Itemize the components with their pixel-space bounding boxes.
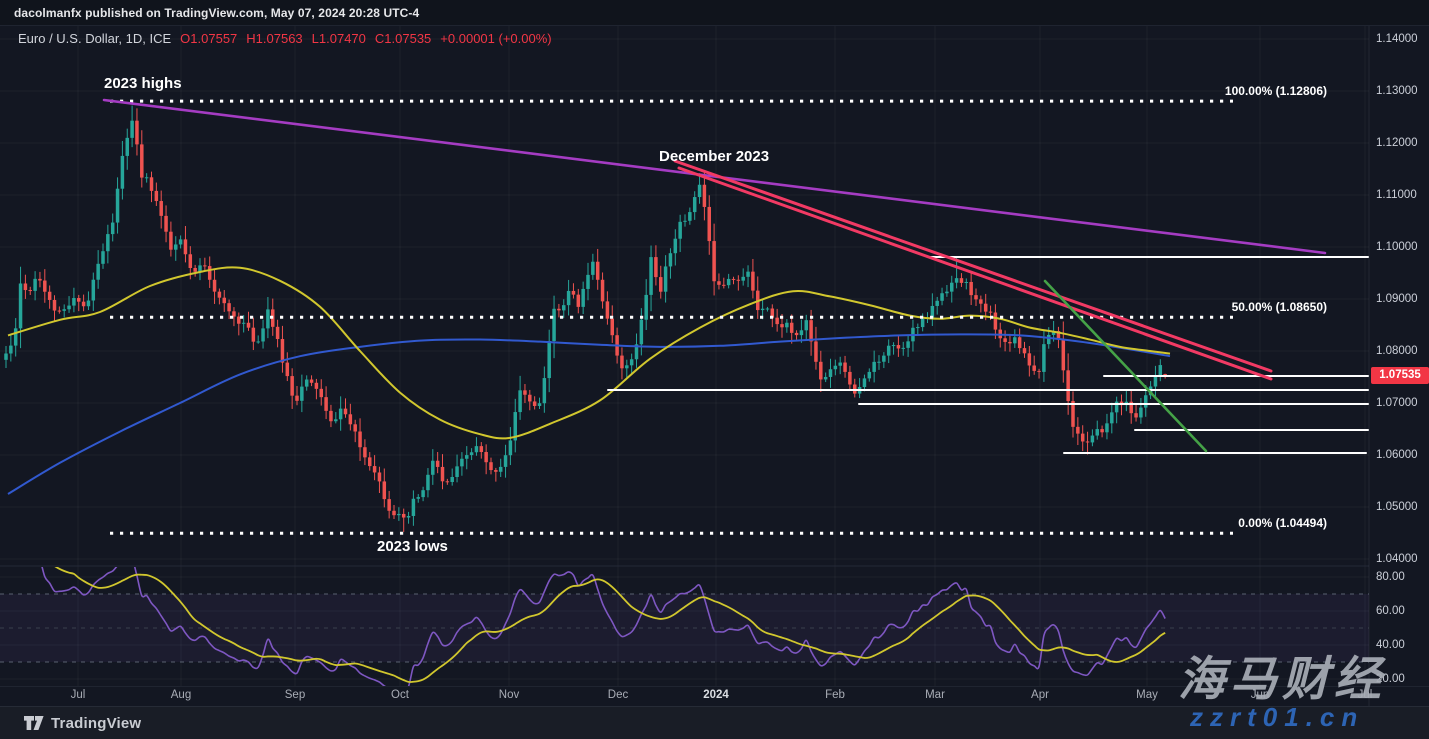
fib-label-100pct: 100.00% (1.12806) (1224, 84, 1327, 98)
time-axis-label: Apr (1031, 689, 1049, 701)
time-axis-label: Sep (284, 689, 306, 701)
time-axis-label: 2024 (703, 689, 729, 701)
ohlc-open: O1.07557 (180, 31, 238, 46)
time-axis-label: May (1136, 689, 1158, 701)
fib-label-50pct: 50.00% (1.08650) (1231, 300, 1327, 314)
footer-bar: TradingView (0, 706, 1429, 739)
price-axis-label: 1.09000 (1376, 293, 1418, 305)
time-axis-label: Aug (170, 689, 192, 701)
watermark-site-url: zzrt01.cn (1190, 702, 1365, 732)
rsi-axis-label: 80.00 (1376, 571, 1405, 583)
price-axis-label: 1.13000 (1376, 85, 1418, 97)
time-axis-strip (0, 686, 1429, 707)
annotation-2023-highs: 2023 highs (104, 75, 182, 92)
time-axis-label: Jun (1250, 689, 1270, 701)
price-axis-label: 1.10000 (1376, 241, 1418, 253)
watermark-cjk: 海马财经 (1178, 652, 1386, 705)
tradingview-logo-icon (24, 716, 44, 730)
time-axis-label: Dec (607, 689, 629, 701)
publish-topbar: dacolmanfx published on TradingView.com,… (0, 0, 1429, 26)
annotation-2023-lows: 2023 lows (377, 538, 448, 555)
fib-label-0pct: 0.00% (1.04494) (1238, 516, 1327, 530)
price-axis-label: 1.11000 (1376, 189, 1417, 201)
time-axis-label: Nov (498, 689, 520, 701)
time-axis-label: Jul (1357, 689, 1373, 701)
ohlc-high: H1.07563 (246, 31, 303, 46)
annotation-december-2023: December 2023 (659, 148, 770, 165)
price-axis-label: 1.08000 (1376, 345, 1418, 357)
time-axis-label: Oct (391, 689, 409, 701)
last-price-tag: 1.07535 (1371, 366, 1429, 384)
price-axis-label: 1.05000 (1376, 501, 1418, 513)
tradingview-brand[interactable]: TradingView (24, 715, 141, 732)
rsi-axis-label: 20.00 (1376, 673, 1405, 685)
ohlc-low: L1.07470 (311, 31, 366, 46)
rsi-axis-label: 60.00 (1376, 605, 1405, 617)
symbol-title: Euro / U.S. Dollar, 1D, ICE (18, 31, 172, 46)
time-axis-label: Feb (825, 689, 845, 701)
symbol-legend[interactable]: Euro / U.S. Dollar, 1D, ICE O1.07557 H1.… (18, 31, 552, 46)
price-axis-label: 1.06000 (1376, 449, 1418, 461)
tradingview-brand-text: TradingView (51, 714, 142, 732)
ohlc-close: C1.07535 (374, 31, 432, 46)
rsi-axis-label: 40.00 (1376, 639, 1405, 651)
publish-info-text: dacolmanfx published on TradingView.com,… (14, 5, 420, 20)
price-axis-label: 1.12000 (1376, 137, 1418, 149)
price-axis-label: 1.07000 (1376, 397, 1418, 409)
ohlc-change: +0.00001 (+0.00%) (440, 31, 552, 46)
price-axis-label: 1.04000 (1376, 553, 1418, 565)
price-axis-label: 1.14000 (1376, 33, 1418, 45)
time-axis-label: Jul (70, 689, 86, 701)
time-axis-label: Mar (925, 689, 945, 701)
